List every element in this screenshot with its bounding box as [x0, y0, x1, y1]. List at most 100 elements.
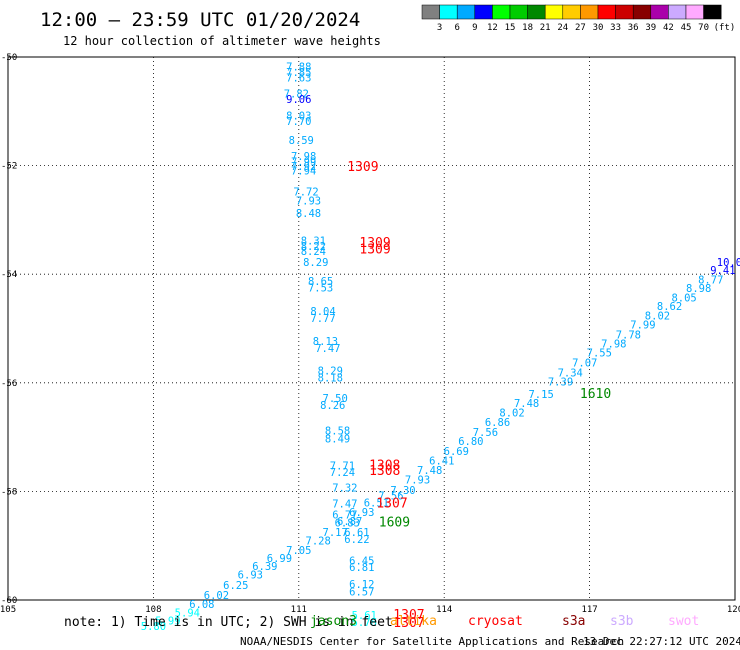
wave-height-point: 8.24 — [301, 246, 326, 258]
colorbar-swatch — [632, 4, 652, 20]
wave-height-point: 6.39 — [252, 561, 277, 573]
colorbar-swatch — [562, 4, 581, 20]
wave-height-point: 6.02 — [204, 590, 229, 602]
wave-height-point: 6.45 — [349, 556, 374, 568]
wave-height-point: 7.05 — [286, 545, 311, 557]
colorbar-label: 70 — [698, 23, 709, 33]
wave-height-point: 6.87 — [337, 516, 362, 528]
wave-height-point: 7.47 — [315, 343, 340, 355]
chart-subtitle: 12 hour collection of altimeter wave hei… — [63, 34, 381, 48]
pass-label: 1309 — [359, 243, 390, 258]
x-tick-label: 114 — [436, 605, 452, 615]
colorbar-label: 15 — [505, 23, 516, 33]
colorbar-swatch — [580, 4, 599, 20]
wave-height-point: 6.83 — [335, 518, 360, 530]
colorbar-swatch — [492, 4, 511, 20]
colorbar-label: 6 — [454, 23, 459, 33]
wave-height-point: 8.26 — [320, 400, 345, 412]
wave-height-point: 6.81 — [349, 562, 374, 574]
wave-height-point: 6.57 — [349, 587, 374, 599]
wave-height-point: 7.48 — [514, 398, 539, 410]
wave-height-point: 7.15 — [528, 389, 553, 401]
wave-height-point: 7.39 — [548, 377, 573, 389]
colorbar-label: 18 — [522, 23, 533, 33]
wave-height-point: 6.69 — [444, 446, 469, 458]
x-tick-label: 117 — [581, 605, 597, 615]
x-tick-label: 105 — [0, 605, 16, 615]
satellite-swot: swot — [668, 614, 699, 629]
wave-height-point: 7.34 — [558, 367, 583, 379]
wave-height-point: 7.55 — [587, 348, 612, 360]
axis-ticks: 105 108 111 114 117 120 -50 -52 -54 -56 -58 -60 — [0, 53, 740, 615]
wave-height-point: 6.08 — [189, 599, 214, 611]
colorbar-swatch — [439, 4, 458, 20]
wave-height-point: 8.98 — [686, 283, 711, 295]
wave-height-point: 5.78 — [352, 617, 377, 629]
footer-credit: NOAA/NESDIS Center for Satellite Applica… — [240, 635, 624, 648]
wave-height-point: 8.31 — [301, 235, 326, 247]
colorbar-label: 33 — [610, 23, 621, 33]
wave-height-point: 6.41 — [429, 455, 454, 467]
colorbar-swatch — [456, 4, 476, 20]
y-tick-label: -60 — [1, 596, 17, 606]
wave-height-point: 7.56 — [378, 491, 403, 503]
colorbar-swatch — [668, 4, 687, 20]
colorbar-label: 36 — [628, 23, 639, 33]
wave-height-point: 8.03 — [286, 110, 311, 122]
wave-height-point: 7.92 — [291, 161, 316, 173]
wave-height-point: 7.82 — [284, 89, 309, 101]
wave-height-point: 7.99 — [291, 157, 316, 169]
colorbar-label: 39 — [645, 23, 656, 33]
colorbar-label: 42 — [663, 23, 674, 33]
x-tick-label: 111 — [291, 605, 307, 615]
wave-height-point: 7.63 — [286, 72, 311, 84]
wave-height-point: 9.06 — [286, 94, 311, 106]
colorbar-label: 9 — [472, 23, 477, 33]
colorbar-unit: (ft) — [714, 23, 736, 33]
wave-height-point: 8.49 — [325, 434, 350, 446]
satellite-jason3: jason3 — [310, 614, 357, 629]
wave-height-point: 7.72 — [293, 186, 318, 198]
pass-label: 1610 — [580, 387, 611, 402]
footer-note: note: 1) Time is in UTC; 2) SWH is in fe… — [64, 615, 393, 630]
wave-height-point: 7.30 — [390, 485, 415, 497]
wave-height-point: 7.77 — [310, 313, 335, 325]
wave-height-point: 6.93 — [238, 569, 263, 581]
wave-height-point: 7.98 — [601, 339, 626, 351]
colorbar-swatch — [597, 4, 616, 20]
pass-label: 1307 — [393, 616, 424, 631]
wave-height-point: 7.50 — [323, 393, 348, 405]
wave-height-point: 7.85 — [286, 67, 311, 79]
colorbar-label: 21 — [540, 23, 551, 33]
y-tick-label: -52 — [1, 162, 17, 172]
colorbar-label: 30 — [593, 23, 604, 33]
wave-height-point: 7.94 — [291, 165, 316, 177]
footer-timestamp: 13 Dec 22:27:12 UTC 2024 — [583, 635, 740, 648]
pass-label: 1309 — [347, 160, 378, 175]
wave-height-point: 7.98 — [291, 151, 316, 163]
y-tick-label: -56 — [1, 379, 17, 389]
wave-height-point: 7.93 — [296, 196, 321, 208]
wave-height-point: 8.59 — [289, 135, 314, 147]
wave-height-point: 7.93 — [405, 474, 430, 486]
wave-height-point: 6.25 — [223, 580, 248, 592]
wave-height-point: 7.53 — [308, 283, 333, 295]
wave-height-point: 6.93 — [349, 507, 374, 519]
x-tick-label: 108 — [145, 605, 161, 615]
colorbar-legend: 3 6 9 12 15 18 21 24 27 30 33 36 39 42 45 70 (ft) — [421, 4, 736, 33]
wave-height-point: 7.56 — [473, 427, 498, 439]
wave-height-point: 6.51 — [364, 498, 389, 510]
wave-height-point: 10.04 — [717, 257, 740, 269]
pass-label: 1609 — [379, 516, 410, 531]
wave-height-point: 6.61 — [344, 527, 369, 539]
wave-height-point: 5.99 — [155, 615, 180, 627]
pass-label: 1308 — [369, 464, 400, 479]
wave-height-point: 8.18 — [318, 373, 343, 385]
wave-height-point: 6.12 — [349, 579, 374, 591]
wave-height-point: 8.48 — [296, 208, 321, 220]
wave-height-point: 7.48 — [417, 465, 442, 477]
satellite-s3a: s3a — [562, 614, 585, 629]
colorbar-swatch — [527, 4, 546, 20]
colorbar-label: 45 — [681, 23, 692, 33]
pass-label: 1307 — [393, 608, 424, 623]
